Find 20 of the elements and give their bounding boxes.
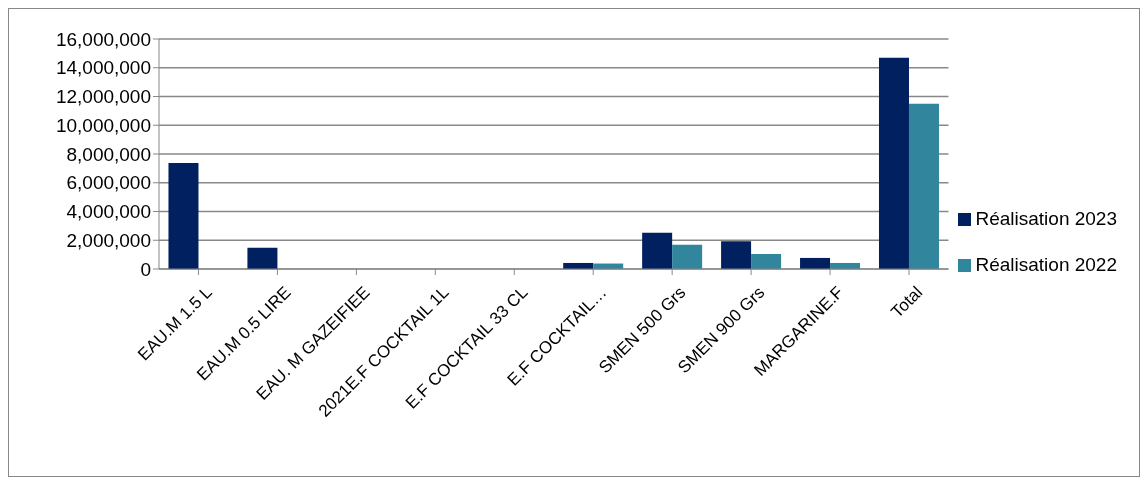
y-tick-label: 16,000,000 bbox=[55, 28, 151, 50]
y-tick-label: 0 bbox=[140, 258, 151, 280]
bar bbox=[908, 103, 939, 269]
y-tick-label: 2,000,000 bbox=[66, 229, 151, 251]
y-tick-label: 4,000,000 bbox=[66, 201, 151, 223]
y-tick-label: 10,000,000 bbox=[55, 115, 151, 136]
y-tick-label: 12,000,000 bbox=[55, 86, 151, 108]
legend-label: Réalisation 2023 bbox=[975, 207, 1117, 229]
bar bbox=[800, 257, 831, 269]
bar bbox=[247, 247, 278, 269]
bar bbox=[721, 241, 752, 269]
y-tick-label: 6,000,000 bbox=[66, 172, 151, 194]
legend-label: Réalisation 2022 bbox=[975, 253, 1117, 275]
bar bbox=[751, 253, 782, 269]
bar bbox=[168, 163, 199, 269]
bar bbox=[672, 244, 703, 269]
y-tick-label: 8,000,000 bbox=[66, 143, 151, 165]
y-tick-label: 14,000,000 bbox=[55, 57, 151, 79]
bar bbox=[642, 232, 673, 269]
bar bbox=[878, 57, 909, 269]
